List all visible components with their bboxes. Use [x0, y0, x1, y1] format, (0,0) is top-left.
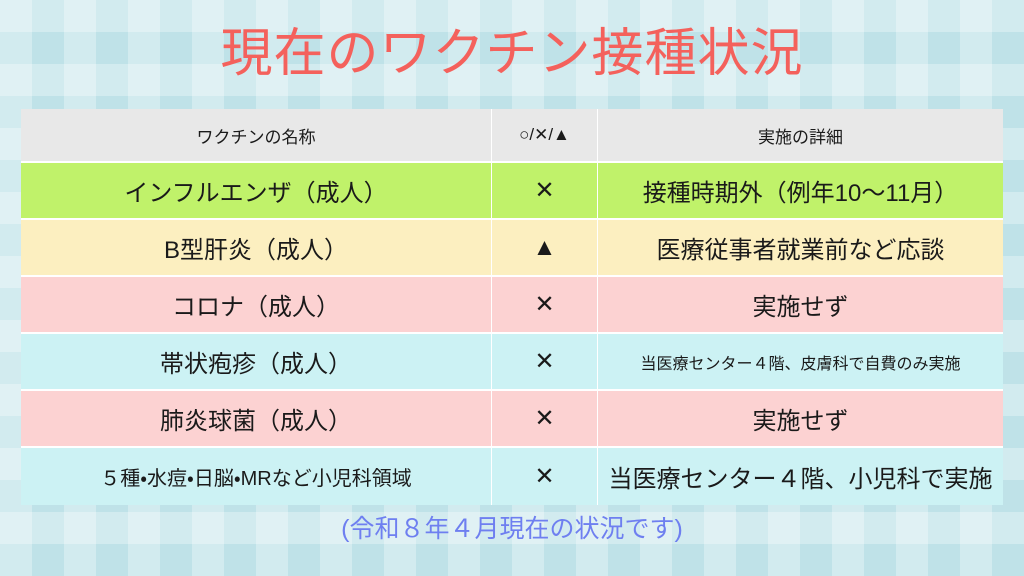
cell-vaccine-name: ５種・水痘・日脳・MRなど小児科領域 — [21, 448, 492, 505]
table-header: ワクチンの名称 ○/✕/▲ 実施の詳細 — [21, 109, 1003, 163]
cell-status-symbol: ▲ — [492, 220, 598, 277]
cell-detail: 実施せず — [598, 391, 1003, 448]
table-row: B型肝炎（成人） ▲ 医療従事者就業前など応談 — [21, 220, 1003, 277]
column-header-vaccine-name: ワクチンの名称 — [21, 109, 492, 163]
column-header-detail: 実施の詳細 — [598, 109, 1003, 163]
cell-detail: 医療従事者就業前など応談 — [598, 220, 1003, 277]
cell-vaccine-name: インフルエンザ（成人） — [21, 163, 492, 220]
cell-vaccine-name: 肺炎球菌（成人） — [21, 391, 492, 448]
cell-detail: 当医療センター４階、皮膚科で自費のみ実施 — [598, 334, 1003, 391]
cell-vaccine-name: コロナ（成人） — [21, 277, 492, 334]
table-row: インフルエンザ（成人） ✕ 接種時期外（例年10〜11月） — [21, 163, 1003, 220]
cell-vaccine-name: 帯状疱疹（成人） — [21, 334, 492, 391]
table-row: 帯状疱疹（成人） ✕ 当医療センター４階、皮膚科で自費のみ実施 — [21, 334, 1003, 391]
table-row: コロナ（成人） ✕ 実施せず — [21, 277, 1003, 334]
cell-detail: 実施せず — [598, 277, 1003, 334]
page-title: 現在のワクチン接種状況 — [220, 25, 804, 83]
cell-detail: 接種時期外（例年10〜11月） — [598, 163, 1003, 220]
cell-vaccine-name: B型肝炎（成人） — [21, 220, 492, 277]
column-header-symbol: ○/✕/▲ — [492, 109, 598, 163]
table-row: ５種・水痘・日脳・MRなど小児科領域 ✕ 当医療センター４階、小児科で実施 — [21, 448, 1003, 505]
vaccine-status-table: ワクチンの名称 ○/✕/▲ 実施の詳細 インフルエンザ（成人） ✕ 接種時期外（例年… — [21, 109, 1003, 505]
cell-status-symbol: ✕ — [492, 391, 598, 448]
cell-status-symbol: ✕ — [492, 448, 598, 505]
cell-detail: 当医療センター４階、小児科で実施 — [598, 448, 1003, 505]
cell-status-symbol: ✕ — [492, 277, 598, 334]
table-row: 肺炎球菌（成人） ✕ 実施せず — [21, 391, 1003, 448]
cell-status-symbol: ✕ — [492, 163, 598, 220]
table-header-row: ワクチンの名称 ○/✕/▲ 実施の詳細 — [21, 109, 1003, 163]
footer-note: (令和８年４月現在の状況です) — [341, 515, 683, 543]
cell-status-symbol: ✕ — [492, 334, 598, 391]
table-body: インフルエンザ（成人） ✕ 接種時期外（例年10〜11月） B型肝炎（成人） ▲ 医療従事… — [21, 163, 1003, 505]
